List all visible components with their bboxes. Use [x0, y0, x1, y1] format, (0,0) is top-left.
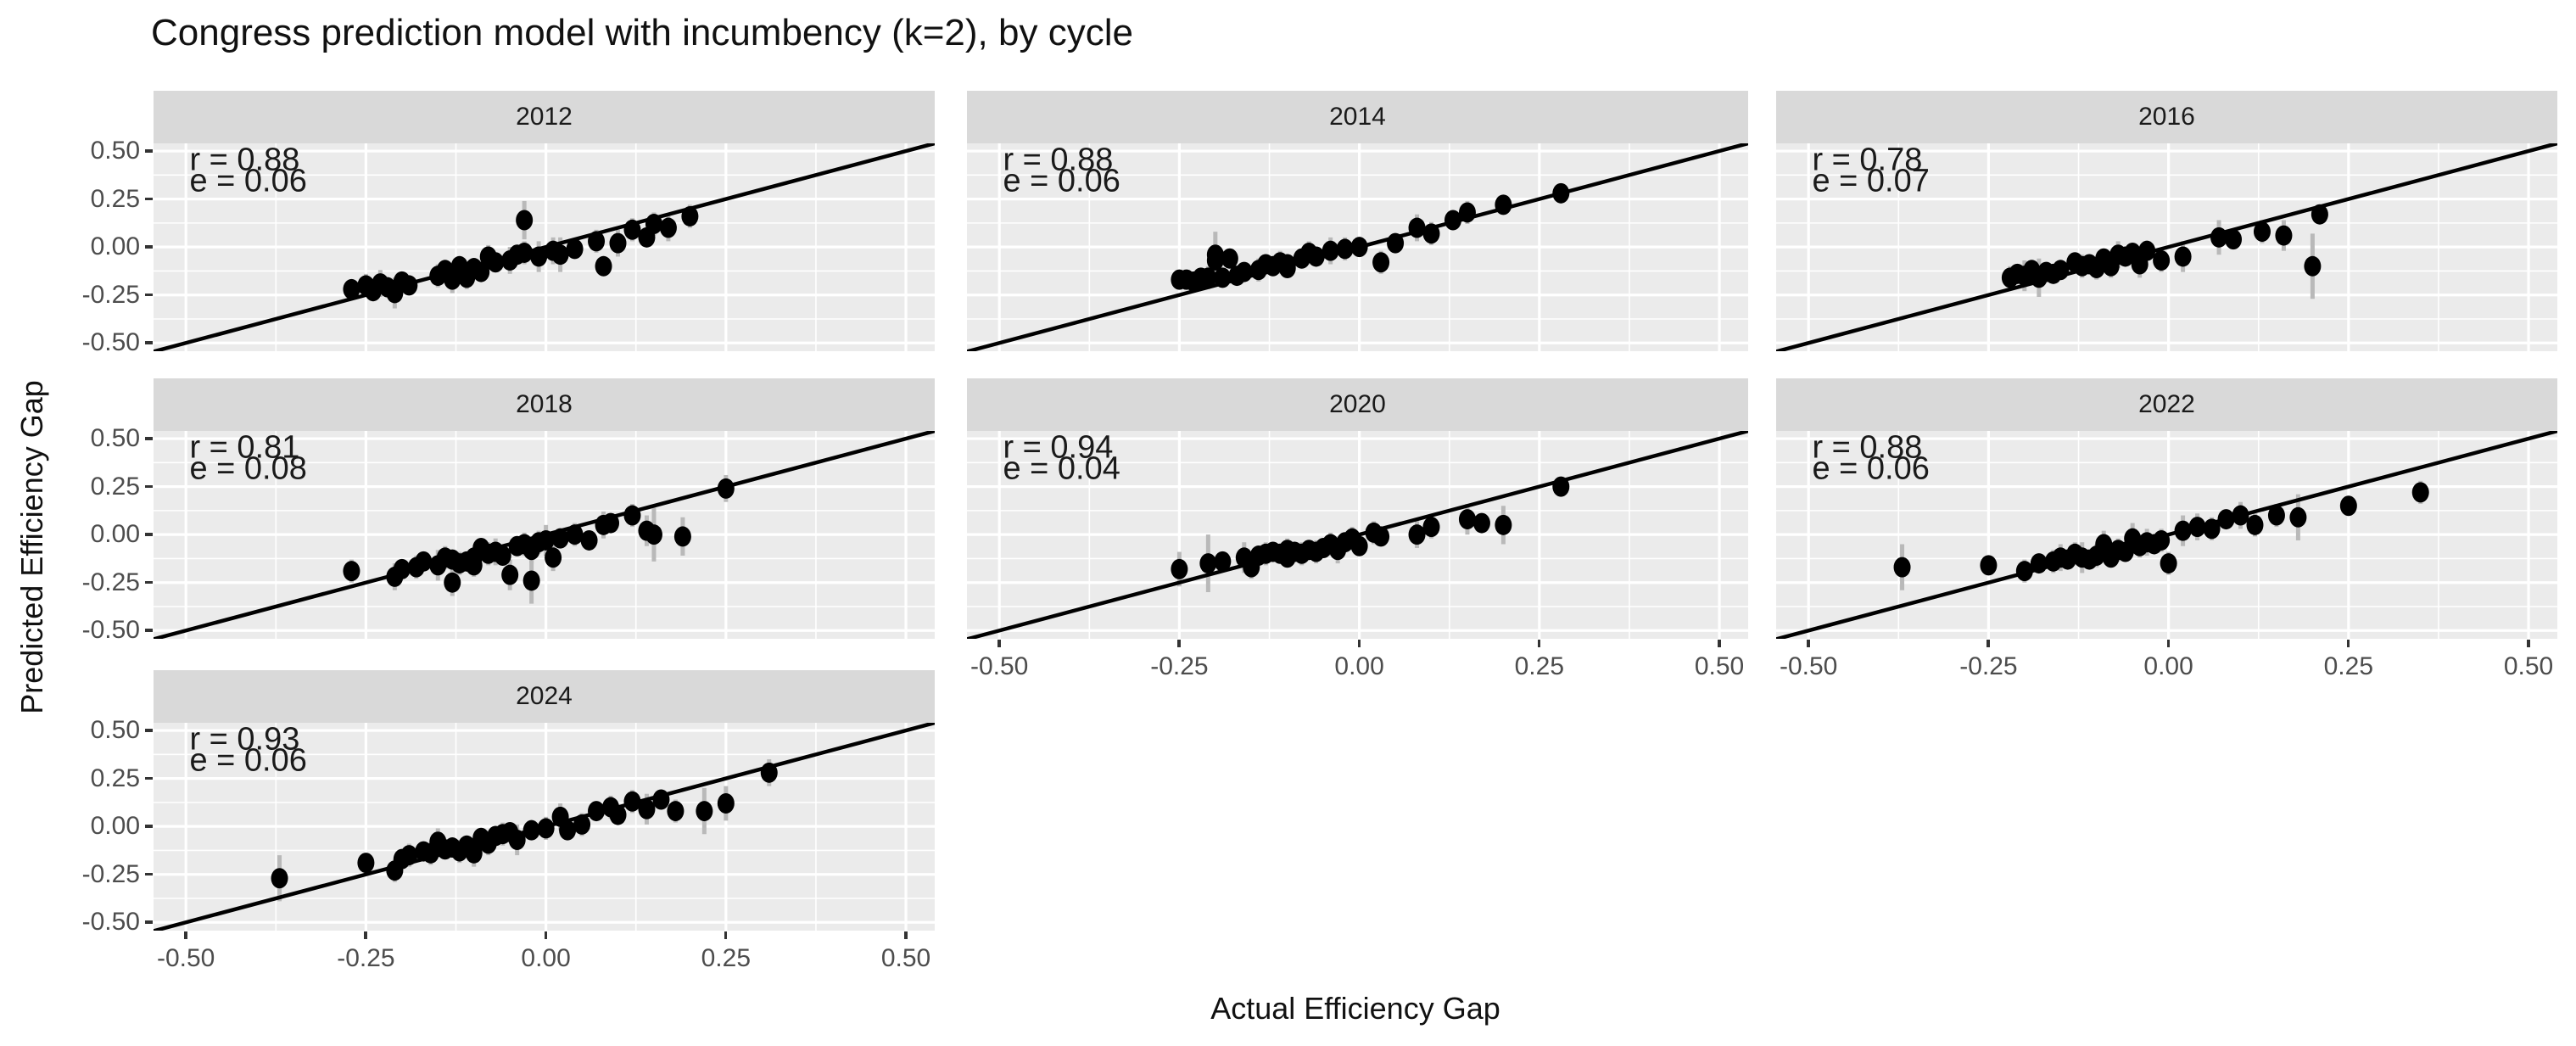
x-axis-tick: [904, 931, 908, 939]
x-axis-tick: [2527, 640, 2530, 647]
facet-r-annotation: r = 0.93: [189, 723, 299, 758]
x-axis-tick: [2166, 640, 2171, 647]
x-axis-tick: [184, 931, 187, 939]
x-axis-tick: [997, 640, 1001, 647]
y-tick-label: -0.25: [81, 280, 140, 309]
x-tick-label: 0.25: [701, 944, 752, 972]
y-axis-tick: [145, 484, 153, 489]
y-axis-tick: [145, 629, 153, 632]
x-axis-tick: [2346, 640, 2350, 647]
y-axis-tick: [145, 776, 153, 780]
y-tick-label: 0.25: [90, 184, 140, 213]
x-tick-label: -0.25: [1150, 652, 1209, 680]
y-axis-tick: [145, 149, 153, 153]
x-tick-label: 0.50: [880, 944, 931, 972]
x-tick-label: 0.50: [1694, 652, 1745, 680]
y-tick-label: -0.50: [81, 328, 140, 357]
x-axis-tick: [364, 931, 367, 939]
x-tick-label: 0.00: [1334, 652, 1384, 680]
facet-r-annotation: r = 0.81: [189, 431, 299, 466]
x-tick-label: 0.50: [2503, 652, 2554, 680]
facet-e-annotation: e = 0.06: [1003, 163, 1120, 199]
facet-r-annotation: r = 0.88: [1003, 143, 1113, 178]
facet-e-annotation: e = 0.04: [1003, 450, 1120, 486]
facet-panel-2018: r = 0.81e = 0.08: [154, 431, 935, 639]
y-axis-title: Predicted Efficiency Gap: [14, 380, 49, 714]
y-tick-label: -0.50: [81, 908, 140, 937]
x-tick-label: 0.00: [2143, 652, 2193, 680]
y-axis-tick: [145, 872, 153, 876]
y-axis-tick: [145, 533, 153, 536]
facet-strip-2022: 2022: [1776, 378, 2557, 431]
facet-strip-2020: 2020: [967, 378, 1748, 431]
y-axis-tick: [145, 437, 153, 440]
facet-year-label: 2024: [516, 682, 573, 710]
x-tick-label: -0.50: [156, 944, 215, 972]
y-tick-label: -0.25: [81, 568, 140, 596]
facet-strip-2024: 2024: [154, 670, 935, 723]
x-axis-tick: [1986, 640, 1990, 647]
x-tick-label: -0.25: [1959, 652, 2018, 680]
facet-year-label: 2020: [1329, 390, 1386, 418]
facet-year-label: 2014: [1329, 103, 1386, 131]
y-axis-tick: [145, 245, 153, 249]
facet-e-annotation: e = 0.06: [189, 742, 306, 778]
x-axis-tick: [544, 931, 548, 939]
facet-panel-2014: r = 0.88e = 0.06: [967, 143, 1748, 351]
y-axis-tick: [145, 293, 153, 297]
y-tick-label: 0.50: [90, 137, 140, 165]
y-tick-label: 0.00: [90, 812, 140, 841]
y-axis-tick: [145, 729, 153, 732]
facet-r-annotation: r = 0.94: [1003, 431, 1113, 466]
y-tick-label: 0.25: [90, 764, 140, 792]
facet-strip-2018: 2018: [154, 378, 935, 431]
facet-e-annotation: e = 0.06: [189, 163, 306, 199]
x-tick-label: 0.25: [2323, 652, 2374, 680]
y-tick-label: 0.00: [90, 520, 140, 549]
y-tick-label: 0.00: [90, 232, 140, 261]
facet-panel-2020: r = 0.94e = 0.04: [967, 431, 1748, 639]
facet-panel-2012: r = 0.88e = 0.06: [154, 143, 935, 351]
facet-strip-2016: 2016: [1776, 91, 2557, 143]
x-axis-tick: [1357, 640, 1361, 647]
facet-e-annotation: e = 0.08: [189, 450, 306, 486]
y-axis-tick: [145, 580, 153, 585]
facet-panel-2024: r = 0.93e = 0.06: [154, 723, 935, 931]
facet-strip-2014: 2014: [967, 91, 1748, 143]
facet-year-label: 2012: [516, 103, 573, 131]
x-tick-label: 0.00: [521, 944, 571, 972]
facet-r-annotation: r = 0.88: [1812, 431, 1922, 466]
facet-panel-2016: r = 0.78e = 0.07: [1776, 143, 2557, 351]
facet-strip-2012: 2012: [154, 91, 935, 143]
x-axis-title: Actual Efficiency Gap: [1210, 991, 1500, 1026]
facet-r-annotation: r = 0.78: [1812, 143, 1922, 178]
x-tick-label: 0.25: [1514, 652, 1565, 680]
facet-e-annotation: e = 0.07: [1812, 163, 1929, 199]
x-tick-label: -0.25: [337, 944, 395, 972]
y-tick-label: 0.50: [90, 716, 140, 745]
x-tick-label: -0.50: [969, 652, 1029, 680]
x-axis-tick: [1718, 640, 1721, 647]
y-tick-label: -0.50: [81, 616, 140, 645]
facet-r-annotation: r = 0.88: [189, 143, 299, 178]
y-tick-label: 0.25: [90, 472, 140, 501]
x-axis-tick: [1807, 640, 1810, 647]
y-tick-label: -0.25: [81, 859, 140, 888]
facet-e-annotation: e = 0.06: [1812, 450, 1929, 486]
x-axis-tick: [724, 931, 728, 939]
facet-panel-2022: r = 0.88e = 0.06: [1776, 431, 2557, 639]
x-axis-tick: [1177, 640, 1181, 647]
y-axis-tick: [145, 825, 153, 828]
x-tick-label: -0.50: [1779, 652, 1838, 680]
y-axis-tick: [145, 341, 153, 344]
facet-year-label: 2022: [2138, 390, 2195, 418]
y-axis-tick: [145, 197, 153, 201]
x-axis-tick: [1537, 640, 1541, 647]
y-axis-tick: [145, 920, 153, 924]
facet-year-label: 2016: [2138, 103, 2195, 131]
facet-year-label: 2018: [516, 390, 573, 418]
chart-title: Congress prediction model with incumbenc…: [151, 12, 1133, 53]
y-tick-label: 0.50: [90, 424, 140, 453]
